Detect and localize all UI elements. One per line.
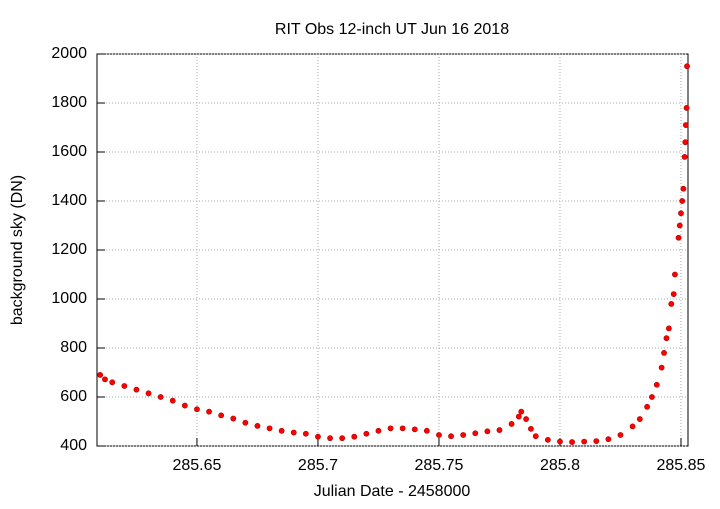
chart-title: RIT Obs 12-inch UT Jun 16 2018	[275, 21, 509, 38]
data-point	[387, 425, 394, 432]
y-tick-label: 1800	[51, 94, 87, 111]
data-point	[617, 432, 624, 438]
data-point	[670, 291, 677, 297]
y-tick-label: 2000	[51, 45, 87, 62]
data-point	[484, 428, 491, 435]
data-point	[230, 415, 237, 422]
data-point	[121, 383, 128, 389]
data-point	[351, 433, 358, 440]
data-point	[629, 423, 636, 430]
data-point	[675, 234, 682, 241]
x-tick-label: 285.75	[414, 457, 463, 474]
data-point	[681, 153, 688, 160]
data-point	[684, 63, 690, 70]
data-point	[665, 325, 672, 332]
y-tick-label: 400	[60, 437, 87, 454]
x-axis-label: Julian Date - 2458000	[314, 483, 471, 500]
data-point	[682, 139, 689, 146]
x-tick-label: 285.65	[172, 457, 221, 474]
data-point	[206, 408, 212, 415]
data-point	[523, 416, 529, 422]
data-point	[532, 433, 539, 440]
data-point	[676, 222, 683, 229]
data-point	[339, 435, 346, 442]
data-point	[327, 435, 333, 442]
data-point	[278, 427, 285, 434]
data-point	[436, 432, 442, 438]
data-point	[411, 426, 418, 433]
data-point	[653, 381, 660, 388]
data-point	[672, 271, 678, 278]
data-point	[682, 122, 689, 128]
data-point	[423, 427, 430, 434]
data-point	[97, 372, 104, 378]
y-tick-label: 1400	[51, 192, 87, 209]
data-point	[375, 427, 382, 434]
data-point	[242, 419, 249, 426]
data-point	[181, 402, 188, 409]
data-point	[644, 403, 650, 410]
data-point	[661, 349, 667, 356]
x-tick-label: 285.85	[657, 457, 706, 474]
y-tick-label: 1600	[51, 143, 87, 160]
data-point	[658, 364, 665, 371]
data-point	[557, 438, 563, 445]
data-point	[218, 412, 225, 419]
data-point	[679, 198, 686, 204]
data-point	[581, 438, 588, 445]
data-point	[515, 413, 522, 420]
data-point	[569, 439, 575, 445]
data-point	[593, 438, 600, 444]
data-point	[266, 425, 273, 432]
data-point	[254, 423, 261, 429]
y-axis-label: background sky (DN)	[9, 175, 26, 325]
y-tick-label: 1200	[51, 241, 87, 258]
data-point	[518, 408, 525, 415]
data-point	[169, 397, 176, 404]
data-point	[605, 436, 612, 443]
data-point	[508, 421, 515, 427]
data-point	[683, 105, 690, 111]
data-point	[496, 427, 503, 433]
y-tick-label: 800	[60, 339, 87, 356]
plot-border	[96, 53, 689, 447]
data-point	[528, 425, 534, 432]
data-point	[157, 394, 164, 400]
data-point	[460, 432, 467, 438]
data-point	[133, 386, 140, 393]
x-tick-label: 285.8	[540, 457, 580, 474]
data-point	[102, 376, 108, 383]
data-point	[668, 300, 675, 307]
data-point	[448, 433, 454, 440]
data-point	[663, 335, 670, 342]
data-point	[194, 406, 200, 413]
data-point	[363, 430, 370, 437]
data-point	[649, 394, 655, 400]
data-point	[315, 433, 321, 440]
data-point	[678, 210, 684, 217]
data-point	[636, 416, 643, 422]
data-point	[680, 185, 687, 192]
y-tick-label: 600	[60, 388, 87, 405]
x-tick-label: 285.7	[298, 457, 338, 474]
data-point	[302, 430, 309, 437]
data-point	[145, 390, 152, 397]
data-point	[544, 436, 551, 443]
data-point	[290, 429, 297, 436]
y-tick-label: 1000	[51, 290, 87, 307]
data-point	[399, 425, 406, 432]
data-point	[472, 430, 479, 437]
data-point	[109, 379, 116, 386]
